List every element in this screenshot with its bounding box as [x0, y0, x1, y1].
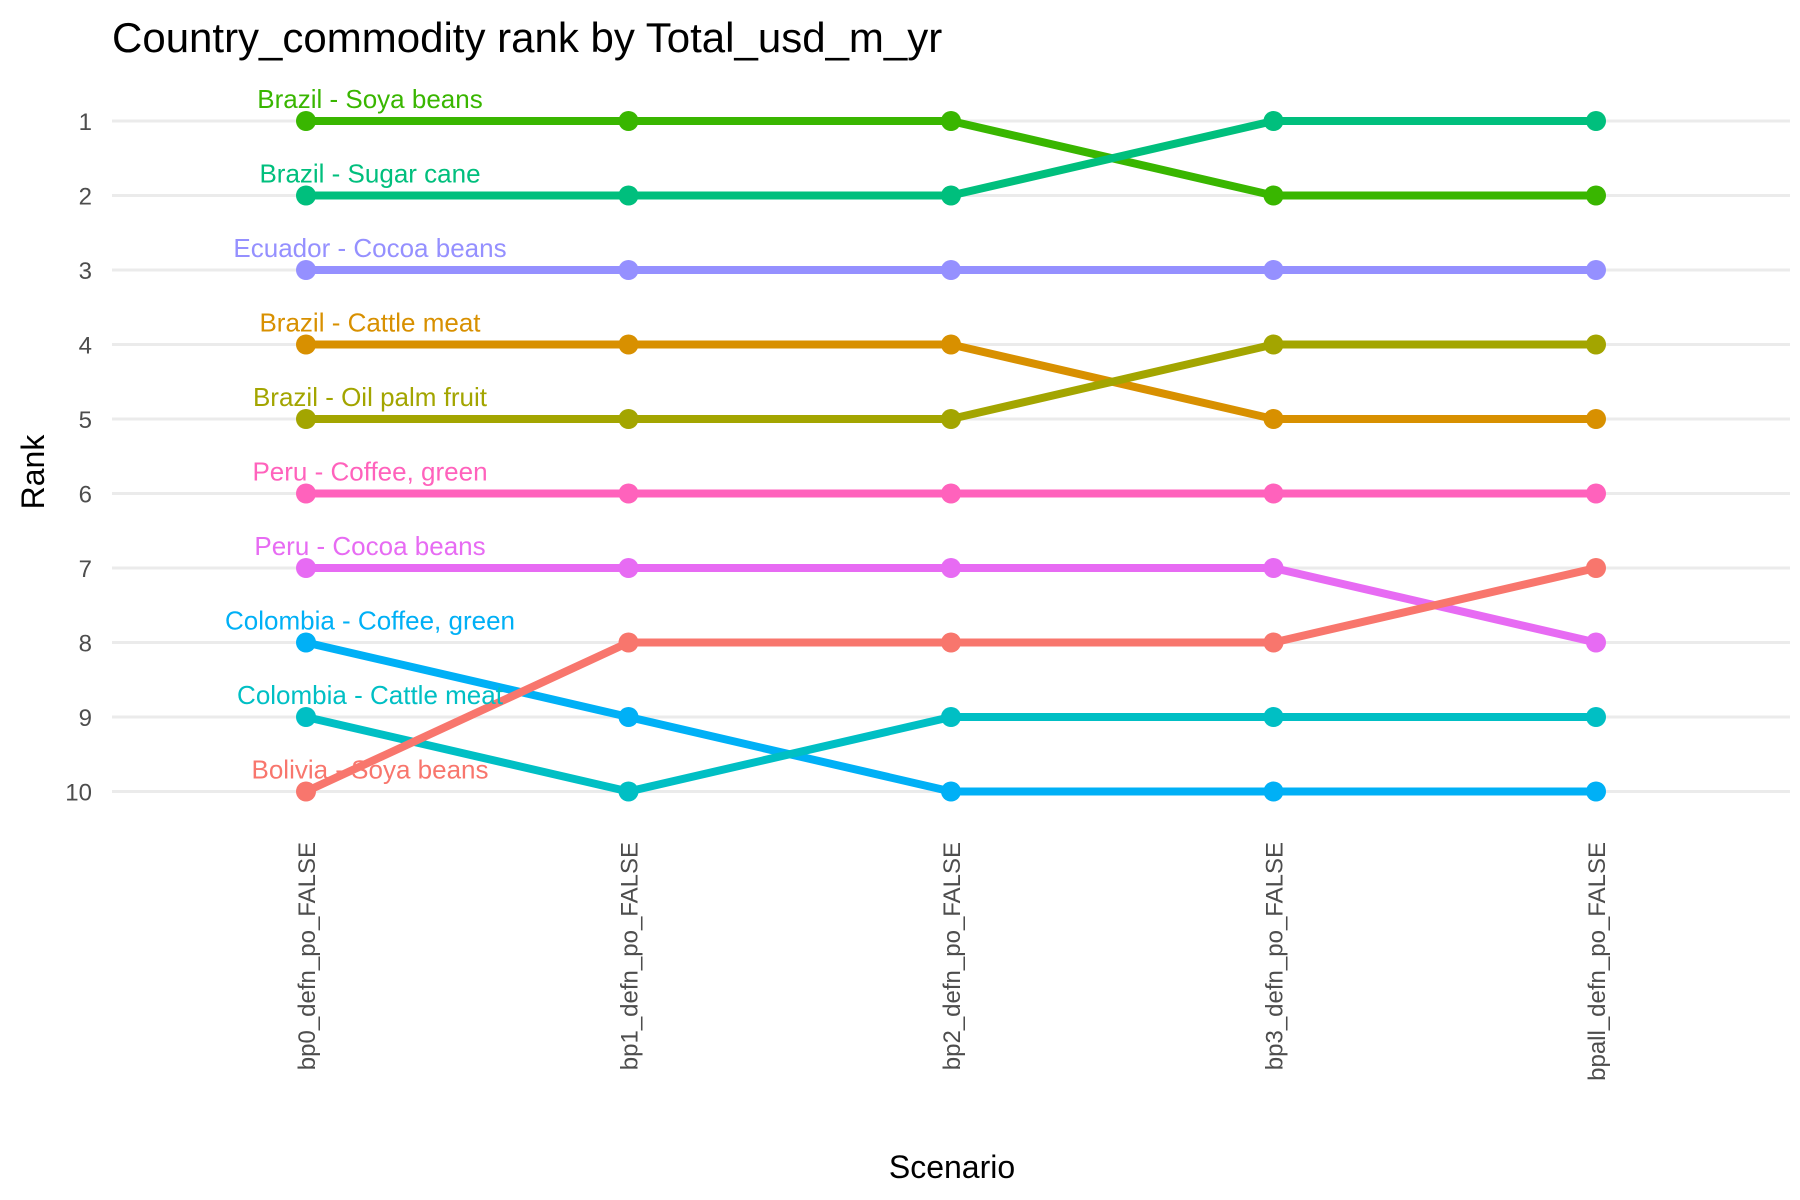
- series: [296, 111, 1606, 206]
- data-point: [1586, 111, 1606, 131]
- chart-title: Country_commodity rank by Total_usd_m_yr: [112, 14, 942, 61]
- x-tick-label: bp3_defn_po_FALSE: [1262, 842, 1289, 1070]
- series: [296, 334, 1606, 429]
- series: [296, 260, 1606, 280]
- series-line: [302, 340, 1600, 423]
- data-point: [1586, 707, 1606, 727]
- series: [296, 483, 1606, 504]
- series-line: [302, 117, 1600, 200]
- data-point: [296, 111, 316, 131]
- data-point: [296, 483, 316, 504]
- y-tick-label: 3: [79, 258, 92, 285]
- data-point: [1263, 334, 1284, 355]
- data-point: [1586, 632, 1606, 653]
- data-point: [941, 334, 961, 355]
- data-point: [941, 409, 961, 429]
- series: [296, 558, 1606, 653]
- series: [296, 334, 1606, 429]
- data-point: [296, 334, 316, 355]
- series: [296, 707, 1606, 802]
- data-point: [941, 632, 961, 653]
- y-tick-label: 4: [79, 333, 92, 360]
- x-tick-label: bp1_defn_po_FALSE: [617, 842, 644, 1070]
- x-axis-ticks: bp0_defn_po_FALSE bp1_defn_po_FALSE bp2_de…: [294, 842, 1611, 1081]
- data-point: [1263, 483, 1284, 504]
- y-tick-label: 2: [79, 184, 92, 211]
- y-tick-label: 9: [79, 705, 92, 732]
- data-point: [618, 558, 639, 578]
- series-label: Colombia - Cattle meat: [237, 680, 504, 710]
- series-lines: [296, 111, 1606, 802]
- series-label: Brazil - Cattle meat: [259, 308, 481, 338]
- data-point: [618, 334, 639, 355]
- data-point: [296, 781, 316, 802]
- data-point: [1586, 334, 1606, 355]
- x-axis-title: Scenario: [889, 1149, 1015, 1185]
- x-tick-label: bp0_defn_po_FALSE: [294, 842, 321, 1070]
- y-axis-title: Rank: [15, 434, 51, 510]
- data-point: [941, 707, 961, 727]
- series-label: Brazil - Soya beans: [257, 84, 482, 114]
- data-point: [1263, 260, 1284, 280]
- data-point: [618, 632, 639, 653]
- data-point: [1586, 558, 1606, 578]
- data-point: [618, 409, 639, 429]
- series-label: Bolivia - Soya beans: [251, 755, 488, 785]
- data-point: [941, 260, 961, 280]
- y-tick-label: 6: [79, 482, 92, 509]
- x-tick-label: bp2_defn_po_FALSE: [939, 842, 966, 1070]
- y-axis-ticks: 1 2 3 4 5 6 7 8 9 10: [65, 109, 92, 807]
- y-tick-label: 10: [65, 780, 92, 807]
- data-point: [296, 707, 316, 727]
- series-label: Brazil - Sugar cane: [259, 159, 480, 189]
- data-point: [941, 483, 961, 504]
- data-point: [941, 111, 961, 131]
- data-point: [1263, 781, 1284, 802]
- data-point: [941, 185, 961, 206]
- data-point: [296, 260, 316, 280]
- data-point: [1586, 409, 1606, 429]
- series: [296, 558, 1606, 802]
- data-point: [1263, 707, 1284, 727]
- series-line: [302, 713, 1600, 796]
- y-tick-label: 8: [79, 631, 92, 658]
- data-point: [296, 632, 316, 653]
- data-point: [296, 558, 316, 578]
- series-label: Ecuador - Cocoa beans: [233, 233, 506, 263]
- data-point: [1263, 409, 1284, 429]
- data-point: [296, 409, 316, 429]
- data-point: [618, 111, 639, 131]
- series-line: [302, 117, 1600, 200]
- data-point: [618, 185, 639, 206]
- data-point: [941, 558, 961, 578]
- data-point: [1263, 111, 1284, 131]
- data-point: [941, 781, 961, 802]
- series: [296, 111, 1606, 206]
- series-label: Colombia - Coffee, green: [225, 606, 515, 636]
- y-tick-label: 1: [79, 109, 92, 136]
- series-label: Peru - Cocoa beans: [254, 531, 485, 561]
- x-tick-label: bpall_defn_po_FALSE: [1584, 842, 1611, 1081]
- data-point: [618, 260, 639, 280]
- data-point: [618, 707, 639, 727]
- data-point: [1586, 483, 1606, 504]
- series-label: Brazil - Oil palm fruit: [253, 382, 488, 412]
- data-point: [1263, 558, 1284, 578]
- data-point: [618, 483, 639, 504]
- y-tick-label: 7: [79, 556, 92, 583]
- data-point: [1263, 632, 1284, 653]
- data-point: [296, 185, 316, 206]
- series-line: [302, 340, 1600, 423]
- data-point: [1586, 781, 1606, 802]
- y-tick-label: 5: [79, 407, 92, 434]
- series-labels: Brazil - Soya beans Brazil - Sugar cane Ec…: [225, 84, 515, 785]
- data-point: [1263, 185, 1284, 206]
- data-point: [1586, 185, 1606, 206]
- data-point: [1586, 260, 1606, 280]
- data-point: [618, 781, 639, 802]
- series-label: Peru - Coffee, green: [252, 457, 487, 487]
